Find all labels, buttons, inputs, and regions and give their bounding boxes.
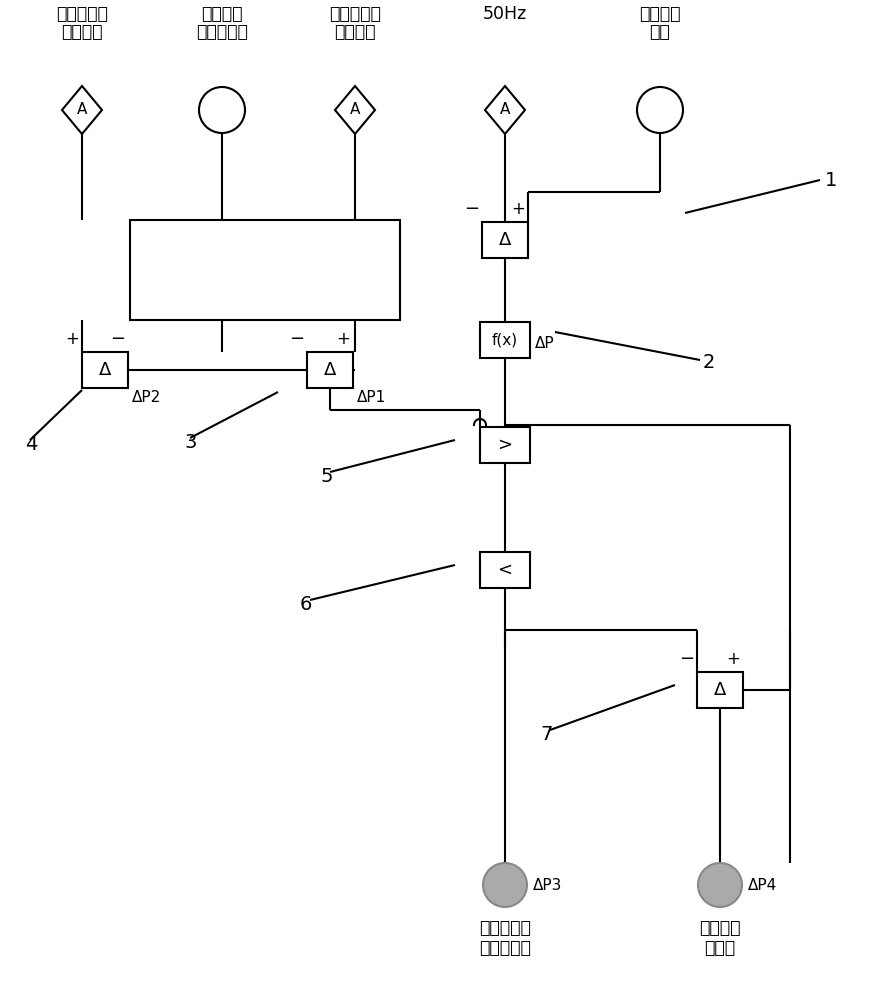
Text: 电锅炉最大: 电锅炉最大 — [56, 5, 108, 23]
Text: Δ: Δ — [499, 231, 511, 249]
Text: ΔP2: ΔP2 — [132, 390, 161, 405]
Text: 6: 6 — [300, 594, 312, 613]
Text: 电功耗值: 电功耗值 — [62, 23, 103, 41]
Text: +: + — [726, 650, 740, 668]
Bar — [130, 220, 400, 320]
Bar — [697, 672, 743, 708]
Bar — [480, 322, 530, 358]
Text: 电锅炉最小: 电锅炉最小 — [329, 5, 381, 23]
Text: 功耗修正值: 功耗修正值 — [479, 939, 531, 957]
Bar — [480, 427, 530, 463]
Text: ΔP3: ΔP3 — [533, 878, 562, 892]
Text: 3: 3 — [185, 434, 198, 452]
Text: 1: 1 — [825, 170, 838, 190]
Text: 频率: 频率 — [650, 23, 670, 41]
Text: 电锅炉调频: 电锅炉调频 — [479, 919, 531, 937]
Polygon shape — [485, 86, 525, 134]
Text: +: + — [65, 330, 79, 348]
Text: 功耗设定值: 功耗设定值 — [196, 23, 248, 41]
Text: Δ: Δ — [99, 361, 111, 379]
Circle shape — [199, 87, 245, 133]
Text: A: A — [77, 103, 88, 117]
Text: A: A — [350, 103, 360, 117]
Text: 电锅炉电: 电锅炉电 — [201, 5, 243, 23]
Text: 50Hz: 50Hz — [483, 5, 527, 23]
Bar — [307, 352, 353, 388]
Polygon shape — [62, 86, 102, 134]
Text: ΔP: ΔP — [535, 336, 554, 352]
Circle shape — [637, 87, 683, 133]
Text: A: A — [500, 103, 510, 117]
Bar — [480, 552, 530, 588]
Text: 负荷值: 负荷值 — [704, 939, 736, 957]
Bar — [82, 352, 128, 388]
Text: 机组调频: 机组调频 — [699, 919, 741, 937]
Polygon shape — [335, 86, 375, 134]
Text: 7: 7 — [540, 726, 552, 744]
Text: Δ: Δ — [324, 361, 336, 379]
Circle shape — [483, 863, 527, 907]
Text: Δ: Δ — [713, 681, 726, 699]
Text: −: − — [111, 330, 125, 348]
Text: 5: 5 — [320, 466, 333, 486]
Text: +: + — [511, 200, 525, 218]
Text: 电功耗值: 电功耗值 — [334, 23, 375, 41]
Text: +: + — [336, 330, 350, 348]
Text: 2: 2 — [703, 353, 715, 371]
Text: ΔP1: ΔP1 — [357, 390, 386, 405]
Circle shape — [698, 863, 742, 907]
Text: f(x): f(x) — [492, 332, 518, 348]
Text: −: − — [465, 200, 479, 218]
Text: −: − — [290, 330, 305, 348]
Bar — [482, 222, 528, 258]
Text: ΔP4: ΔP4 — [748, 878, 777, 892]
Text: <: < — [497, 561, 512, 579]
Text: 电网实际: 电网实际 — [639, 5, 680, 23]
Text: >: > — [497, 436, 512, 454]
Text: −: − — [679, 650, 695, 668]
Text: 4: 4 — [25, 436, 38, 454]
